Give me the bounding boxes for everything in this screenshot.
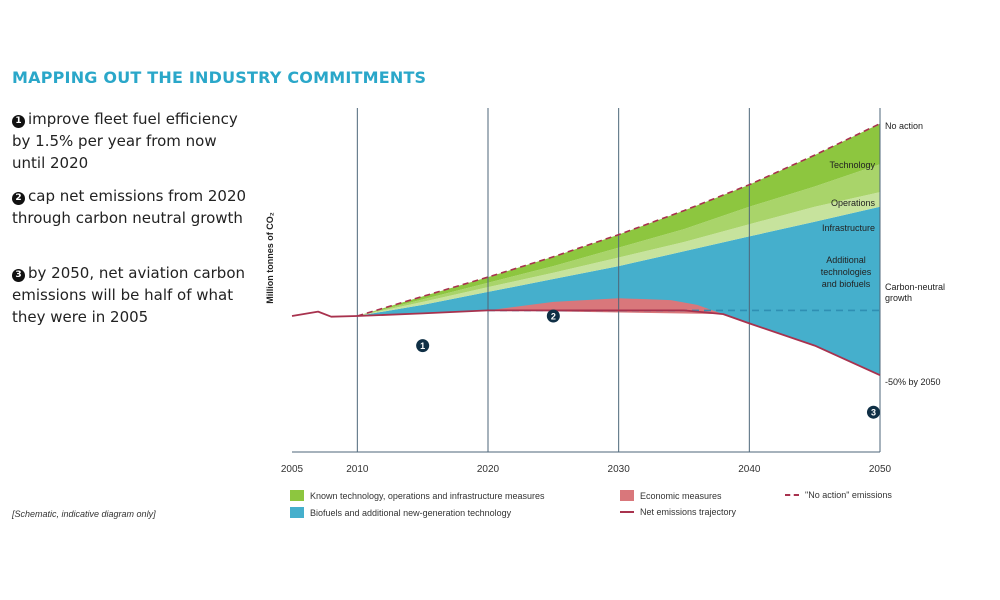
minus-50-percent-label: -50% by 2050 bbox=[885, 377, 941, 387]
legend-item-no-action: "No action" emissions bbox=[785, 490, 892, 500]
page-title: MAPPING OUT THE INDUSTRY COMMITMENTS bbox=[12, 68, 427, 87]
infrastructure-label: Infrastructure bbox=[822, 223, 875, 233]
step-marker-number: 2 bbox=[551, 312, 556, 322]
step-marker-circle bbox=[866, 405, 880, 419]
legend-item-known-technology: Known technology, operations and infrast… bbox=[290, 490, 544, 501]
legend-solid-line bbox=[620, 511, 634, 513]
x-tick-label: 2020 bbox=[477, 464, 500, 475]
no-action-label: No action bbox=[885, 121, 923, 131]
infrastructure-area bbox=[357, 192, 880, 316]
commitment-1: 1 improve fleet fuel efficiency by 1.5% p… bbox=[12, 108, 247, 174]
legend-item-economic: Economic measures bbox=[620, 490, 722, 501]
legend-label: Biofuels and additional new-generation t… bbox=[310, 507, 512, 518]
step-marker-number: 1 bbox=[420, 341, 425, 351]
schematic-note: [Schematic, indicative diagram only] bbox=[12, 509, 156, 519]
x-tick-label: 2050 bbox=[869, 464, 892, 475]
legend-label: Net emissions trajectory bbox=[640, 507, 737, 517]
legend-label: Known technology, operations and infrast… bbox=[310, 490, 545, 501]
carbon-neutral-growth-label: Carbon-neutral growth bbox=[885, 282, 945, 303]
y-axis-label: Million tonnes of CO₂ bbox=[265, 212, 275, 304]
additional-technologies-label: Additional technologies and biofuels bbox=[821, 255, 872, 289]
x-tick-label: 2005 bbox=[281, 464, 304, 475]
commitment-text: by 2050, net aviation carbon emissions w… bbox=[12, 264, 246, 326]
commitment-text: improve fleet fuel efficiency by 1.5% pe… bbox=[12, 110, 238, 172]
x-tick-label: 2030 bbox=[608, 464, 631, 475]
legend-dashed-line bbox=[785, 494, 799, 496]
step-marker: 2 bbox=[546, 309, 560, 323]
legend-swatch-green bbox=[290, 490, 304, 501]
step-marker: 1 bbox=[416, 339, 430, 353]
commitment-2: 2 cap net emissions from 2020 through car… bbox=[12, 185, 247, 229]
legend-swatch-blue bbox=[290, 507, 304, 518]
commitment-number-badge: 3 bbox=[12, 269, 25, 282]
commitment-number-badge: 2 bbox=[12, 192, 25, 205]
technology-label: Technology bbox=[829, 160, 875, 170]
no-action-line bbox=[357, 122, 881, 317]
commitment-3: 3 by 2050, net aviation carbon emissions … bbox=[12, 262, 247, 328]
x-tick-label: 2040 bbox=[738, 464, 761, 475]
step-marker-circle bbox=[416, 339, 430, 353]
legend-item-biofuels: Biofuels and additional new-generation t… bbox=[290, 507, 511, 518]
commitment-text: cap net emissions from 2020 through carb… bbox=[12, 187, 247, 227]
commitment-number-badge: 1 bbox=[12, 115, 25, 128]
legend-label: "No action" emissions bbox=[805, 490, 892, 500]
step-marker-circle bbox=[546, 309, 560, 323]
x-tick-label: 2010 bbox=[346, 464, 369, 475]
step-marker-number: 3 bbox=[871, 408, 876, 418]
operations-label: Operations bbox=[831, 198, 876, 208]
legend-swatch-red bbox=[620, 490, 634, 501]
legend-label: Economic measures bbox=[640, 490, 722, 501]
step-marker: 3 bbox=[866, 405, 880, 419]
legend-item-net-trajectory: Net emissions trajectory bbox=[620, 507, 736, 517]
